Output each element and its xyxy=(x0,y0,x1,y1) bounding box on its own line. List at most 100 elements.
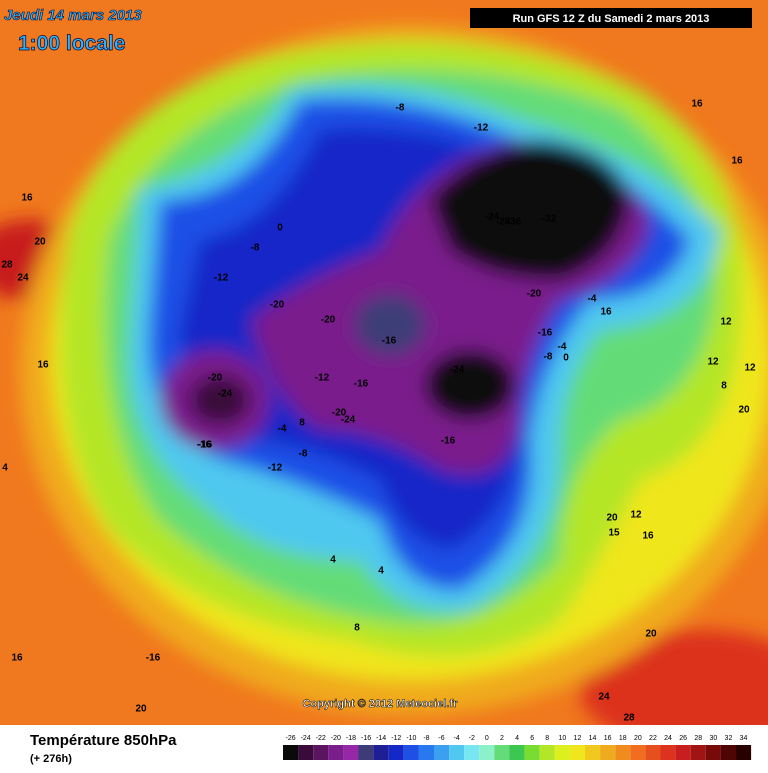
contour-label: -12 xyxy=(268,463,283,474)
contour-label: 0 xyxy=(277,223,283,234)
scale-swatch xyxy=(539,745,555,760)
temperature-field xyxy=(0,0,768,750)
scale-label: -14 xyxy=(376,735,386,742)
contour-label: -24 xyxy=(341,415,356,426)
scale-label: -16 xyxy=(361,735,371,742)
scale-label: 4 xyxy=(515,735,519,742)
scale-swatch xyxy=(736,745,752,760)
contour-label: 4 xyxy=(378,566,384,577)
contour-label: 12 xyxy=(707,357,719,368)
scale-swatch xyxy=(358,745,374,760)
scale-label: 24 xyxy=(664,735,672,742)
contour-label: 8 xyxy=(721,381,727,392)
scale-swatch xyxy=(615,745,631,760)
contour-label: -20 xyxy=(527,289,542,300)
contour-label: -12 xyxy=(474,123,489,134)
contour-label: 28 xyxy=(1,260,13,271)
scale-swatch xyxy=(403,745,419,760)
scale-swatch xyxy=(373,745,389,760)
contour-label: 4 xyxy=(2,463,8,474)
contour-label: -20 xyxy=(208,373,223,384)
copyright: Copyright © 2012 Meteociel.fr xyxy=(303,698,459,710)
contour-label: 24 xyxy=(17,273,29,284)
scale-label: 28 xyxy=(694,735,702,742)
forecast-time: 1:00 locale xyxy=(18,32,125,55)
scale-label: 18 xyxy=(619,735,627,742)
scale-swatch xyxy=(630,745,646,760)
contour-label: 28 xyxy=(623,713,635,724)
scale-swatch xyxy=(388,745,404,760)
scale-swatch xyxy=(343,745,359,760)
contour-label: 8 xyxy=(354,623,360,634)
contour-label: 8 xyxy=(299,418,305,429)
color-scale: -26 -24 -22 -20 -18 -16 -14 -12 -10 -8 -6 -4 -2 0 2 4 6 8… xyxy=(283,735,752,760)
scale-swatch xyxy=(645,745,661,760)
scale-swatch xyxy=(283,745,299,760)
contour-label: -16 xyxy=(354,379,369,390)
contour-label: -16 xyxy=(198,440,213,451)
scale-swatch xyxy=(494,745,510,760)
contour-label: -8 xyxy=(544,352,553,363)
contour-label: -20 xyxy=(270,300,285,311)
field-band xyxy=(355,295,425,355)
contour-label: 20 xyxy=(34,237,46,248)
scale-label: 32 xyxy=(725,735,733,742)
scale-swatch xyxy=(524,745,540,760)
scale-label: 30 xyxy=(709,735,717,742)
scale-swatch xyxy=(705,745,721,760)
scale-label: 8 xyxy=(545,735,549,742)
contour-label: 12 xyxy=(744,363,756,374)
contour-label: 20 xyxy=(135,704,147,715)
field-band xyxy=(430,140,630,280)
scale-label: -2 xyxy=(469,735,475,742)
contour-label: -4 xyxy=(588,294,597,305)
contour-label: 16 xyxy=(37,360,49,371)
contour-label: 16 xyxy=(600,307,612,318)
contour-label: 0 xyxy=(563,353,569,364)
contour-label: -4 xyxy=(558,342,567,353)
scale-label: -24 xyxy=(301,735,311,742)
contour-label: -12 xyxy=(214,273,229,284)
contour-label: 15 xyxy=(608,528,620,539)
scale-swatch xyxy=(585,745,601,760)
contour-label: -8 xyxy=(396,103,405,114)
contour-label: -16 xyxy=(197,440,212,451)
scale-label: 14 xyxy=(589,735,597,742)
scale-label: 12 xyxy=(574,735,582,742)
contour-label: 16 xyxy=(21,193,33,204)
contour-label: -20 xyxy=(321,315,336,326)
scale-label: 2 xyxy=(500,735,504,742)
contour-label: -32 xyxy=(542,214,557,225)
contour-label: -8 xyxy=(299,449,308,460)
contour-label: -20 xyxy=(332,408,347,419)
scale-swatch xyxy=(479,745,495,760)
scale-swatch xyxy=(675,745,691,760)
field-band xyxy=(580,630,768,750)
scale-label: -12 xyxy=(391,735,401,742)
contour-label: -28 xyxy=(496,217,511,228)
scale-label: -20 xyxy=(331,735,341,742)
contour-label: -36 xyxy=(507,217,522,228)
scale-label: -4 xyxy=(454,735,460,742)
scale-label: 10 xyxy=(558,735,566,742)
scale-label: -10 xyxy=(406,735,416,742)
contour-label: 4 xyxy=(330,555,336,566)
contour-label: -12 xyxy=(315,373,330,384)
run-info: Run GFS 12 Z du Samedi 2 mars 2013 xyxy=(513,13,710,25)
scale-swatch xyxy=(418,745,434,760)
scale-swatch xyxy=(720,745,736,760)
scale-swatch xyxy=(328,745,344,760)
contour-label: -16 xyxy=(538,328,553,339)
field-band xyxy=(190,375,250,425)
scale-label: 6 xyxy=(530,735,534,742)
field-title: Température 850hPa xyxy=(30,732,177,749)
contour-label: -24 xyxy=(450,365,465,376)
contour-label: 16 xyxy=(642,531,654,542)
scale-label: -22 xyxy=(316,735,326,742)
forecast-date: Jeudi 14 mars 2013 xyxy=(4,7,142,24)
contour-label: 20 xyxy=(738,405,750,416)
contour-label: 12 xyxy=(720,317,732,328)
scale-swatch xyxy=(660,745,676,760)
contour-label: -8 xyxy=(251,243,260,254)
